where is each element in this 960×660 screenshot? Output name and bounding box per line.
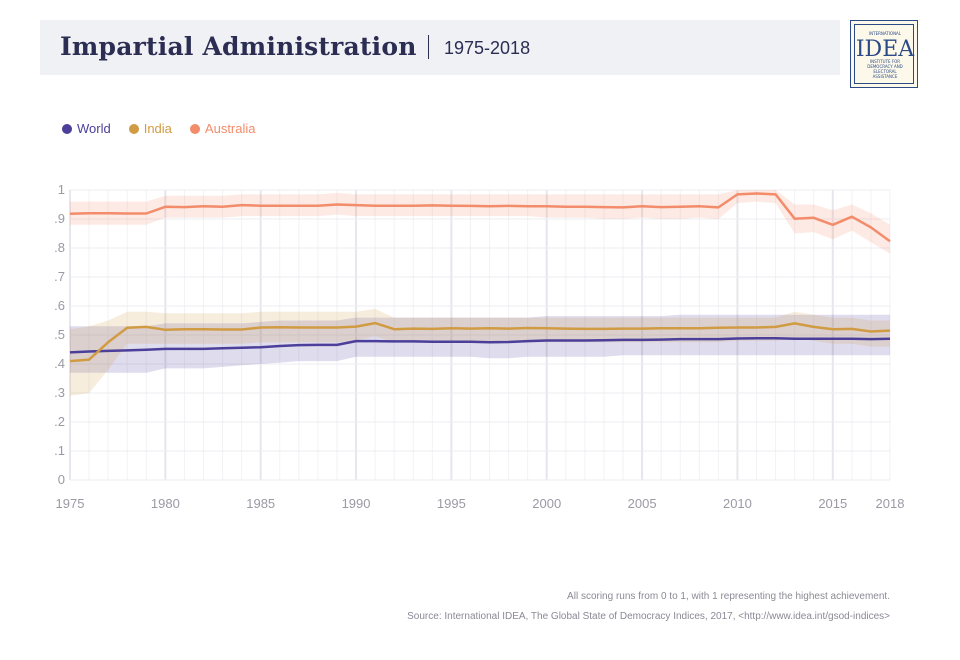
legend-swatch-australia (189, 123, 200, 134)
y-tick-label: .2 (54, 414, 65, 429)
footnote: All scoring runs from 0 to 1, with 1 rep… (567, 591, 890, 602)
y-tick-label: .6 (54, 298, 65, 313)
legend-label-india: India (143, 121, 172, 136)
x-tick-label: 2010 (723, 496, 752, 511)
y-tick-label: .9 (54, 211, 65, 226)
logo-line-2: DEMOCRACY AND (867, 64, 903, 69)
logo-line-1: INSTITUTE FOR (870, 59, 900, 64)
legend-label-australia: Australia (204, 121, 256, 136)
y-tick-label: .3 (54, 385, 65, 400)
logo-mark-text: IDEA (856, 37, 915, 62)
legend-swatch-world (62, 123, 72, 134)
line-chart: 0 .1 .2 .3 .4 .5 .6 .7 .8 .9 1 1975 1980 1985 1990 1995… (54, 182, 905, 511)
legend-item-world[interactable]: World (62, 121, 111, 136)
page-title: Impartial Administration (60, 32, 417, 61)
idea-logo-mark: INTERNATIONAL IDEA INSTITUTE FOR DEMOCRA… (856, 31, 915, 79)
confidence-band-india (70, 308, 890, 396)
page-subtitle: 1975-2018 (444, 38, 531, 58)
x-tick-label: 2018 (876, 496, 905, 511)
x-tick-label: 2005 (628, 496, 657, 511)
title-divider (428, 35, 429, 59)
x-tick-label: 2000 (532, 496, 561, 511)
y-tick-label: .4 (54, 356, 65, 371)
legend-label-world: World (77, 121, 111, 136)
series-line-india (69, 321, 891, 363)
x-tick-label: 1995 (437, 496, 466, 511)
logo-top-text: INTERNATIONAL (869, 31, 902, 36)
x-tick-label: 1990 (342, 496, 371, 511)
source-note: Source: International IDEA, The Global S… (407, 611, 890, 622)
y-tick-label: .5 (54, 327, 65, 342)
x-tick-label: 2015 (818, 496, 847, 511)
logo-line-4: ASSISTANCE (873, 74, 898, 79)
y-tick-label: .1 (54, 443, 65, 458)
legend-item-india[interactable]: India (128, 121, 172, 136)
legend-item-australia[interactable]: Australia (189, 121, 256, 136)
y-tick-label: .8 (54, 240, 65, 255)
x-tick-label: 1985 (246, 496, 275, 511)
y-tick-label: 0 (58, 472, 65, 487)
logo-line-3: ELECTORAL (873, 69, 897, 74)
idea-logo[interactable]: INTERNATIONAL IDEA INSTITUTE FOR DEMOCRA… (850, 20, 918, 88)
series-line-world (69, 336, 891, 354)
legend-swatch-india (128, 123, 139, 134)
series-line-australia (69, 192, 891, 243)
chart-legend: World India Australia (62, 121, 256, 136)
x-tick-label: 1975 (56, 496, 85, 511)
logo-frame: INTERNATIONAL IDEA INSTITUTE FOR DEMOCRA… (854, 24, 915, 84)
y-tick-label: .7 (54, 269, 65, 284)
header-bar: Impartial Administration 1975-2018 (40, 20, 840, 75)
x-tick-label: 1980 (151, 496, 180, 511)
y-tick-label: 1 (58, 182, 65, 197)
